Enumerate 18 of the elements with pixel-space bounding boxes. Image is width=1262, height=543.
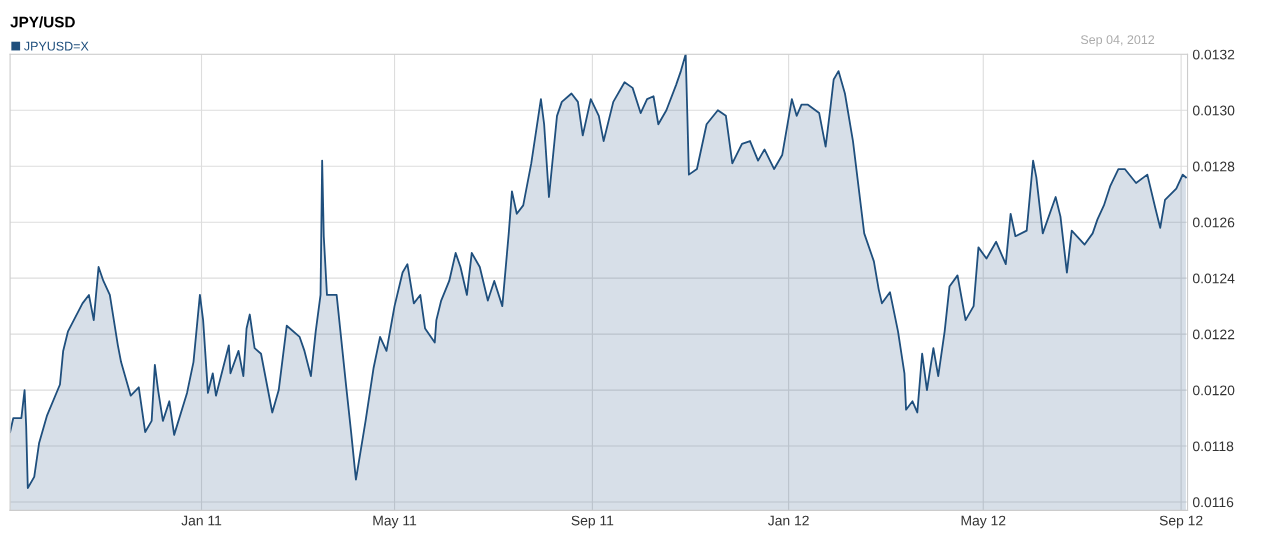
y-tick-label: 0.0122 <box>1192 329 1235 340</box>
y-tick-label: 0.0126 <box>1192 217 1235 228</box>
y-tick-label: 0.0128 <box>1192 161 1235 172</box>
chart-title: JPY/USD <box>10 16 75 28</box>
y-tick-label: 0.0130 <box>1192 105 1235 116</box>
y-tick-label: 0.0116 <box>1192 497 1234 508</box>
x-tick-label: Jan 11 <box>181 515 222 526</box>
x-tick-label: Sep 11 <box>571 515 614 529</box>
y-tick-label: 0.0132 <box>1192 49 1235 60</box>
x-tick-label: May 11 <box>373 515 417 529</box>
x-tick-label: Sep 12 <box>1159 515 1203 529</box>
y-tick-label: 0.0118 <box>1192 441 1234 452</box>
text: Sep 04, 2012 <box>1080 35 1155 47</box>
x-tick-label: Jan 12 <box>767 515 809 526</box>
y-tick-label: 0.0120 <box>1192 385 1235 396</box>
x-tick-label: May 12 <box>961 515 1006 529</box>
y-tick-label: 0.0124 <box>1192 273 1235 284</box>
legend-label: JPYUSD=X <box>24 41 89 51</box>
